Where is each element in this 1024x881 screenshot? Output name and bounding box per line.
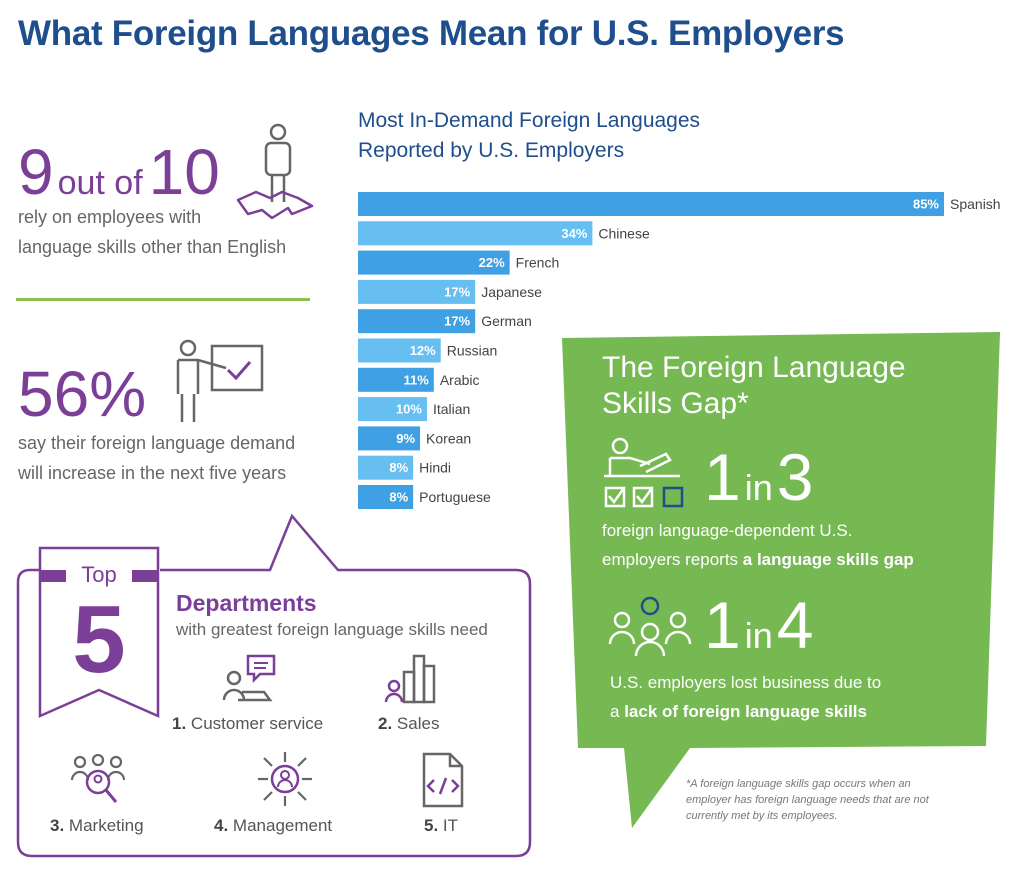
skills-gap-footnote: *A foreign language skills gap occurs wh… [686, 778, 929, 822]
top-five-number: 5 [72, 586, 126, 693]
customer-service-icon [222, 654, 276, 702]
stat2-line2: will increase in the next five years [18, 463, 287, 483]
marketing-search-icon [70, 754, 126, 803]
group-people-icon [608, 596, 692, 657]
gap-stat2-line1: U.S. employers lost business due to [610, 673, 882, 692]
gap-stat1-b: 3 [776, 440, 814, 514]
gap-stat1-line2-plain: employers reports [602, 550, 743, 569]
gap-stat1-line1: foreign language-dependent U.S. [602, 521, 853, 540]
stat-nine-of-ten: 9 out of10 [18, 140, 220, 204]
sales-chart-icon [384, 654, 436, 704]
skills-gap-title: The Foreign Language Skills Gap* [602, 350, 906, 422]
department-it: 5. IT [424, 816, 459, 835]
gap-stat1-description: foreign language-dependent U.S. employer… [602, 516, 914, 574]
stat1-description: rely on employees with language skills o… [18, 202, 286, 262]
top-label: Top [81, 562, 117, 587]
skills-gap-title-line2: Skills Gap* [602, 387, 749, 420]
gap-stat2-b: 4 [776, 588, 814, 662]
gap-stat2-description: U.S. employers lost business due to a la… [610, 668, 881, 726]
stat-total: 10 [148, 136, 220, 208]
stat2-line1: say their foreign language demand [18, 433, 296, 453]
stat1-line1: rely on employees with [18, 207, 202, 227]
gap-stat2-a: 1 [704, 588, 741, 662]
department-marketing: 3. Marketing [50, 816, 144, 835]
stat1-line2: language skills other than English [18, 237, 287, 257]
page-title: What Foreign Languages Mean for U.S. Emp… [18, 14, 845, 53]
gap-stat2-line2-plain: a [610, 702, 625, 721]
person-standing-on-map-icon [236, 123, 314, 220]
gap-stat1-number: 1 in3 [704, 444, 813, 510]
gap-stat1-in: in [744, 467, 773, 508]
gap-stat1-a: 1 [704, 440, 741, 514]
gap-stat1-line2-bold: a language skills gap [742, 550, 914, 569]
management-network-icon [258, 752, 312, 806]
department-management: 4. Management [214, 816, 333, 835]
presenter-board-icon [176, 339, 264, 422]
department-sales: 2. Sales [378, 714, 440, 733]
chart-title-line1: Most In-Demand Foreign Languages [358, 109, 701, 132]
stat2-description: say their foreign language demand will i… [18, 428, 295, 488]
skills-gap-title-line1: The Foreign Language [602, 351, 906, 384]
chart-title-line2: Reported by U.S. Employers [358, 139, 625, 162]
gap-stat2-line2-bold: lack of foreign language skills [624, 702, 867, 721]
departments-subtitle: with greatest foreign language skills ne… [176, 620, 488, 639]
stat-number: 9 [18, 136, 54, 208]
gap-stat2-number: 1 in4 [704, 592, 813, 658]
chart-title: Most In-Demand Foreign Languages Reporte… [358, 106, 700, 166]
departments-title: Departments [176, 590, 317, 616]
section-divider [16, 298, 310, 301]
department-customer-service: 1. Customer service [172, 714, 324, 733]
checklist-desk-icon [604, 437, 684, 508]
stat-connector: out of [57, 164, 143, 202]
stat2-number: 56% [18, 358, 147, 430]
code-file-icon [422, 752, 464, 808]
gap-stat2-in: in [744, 615, 773, 656]
